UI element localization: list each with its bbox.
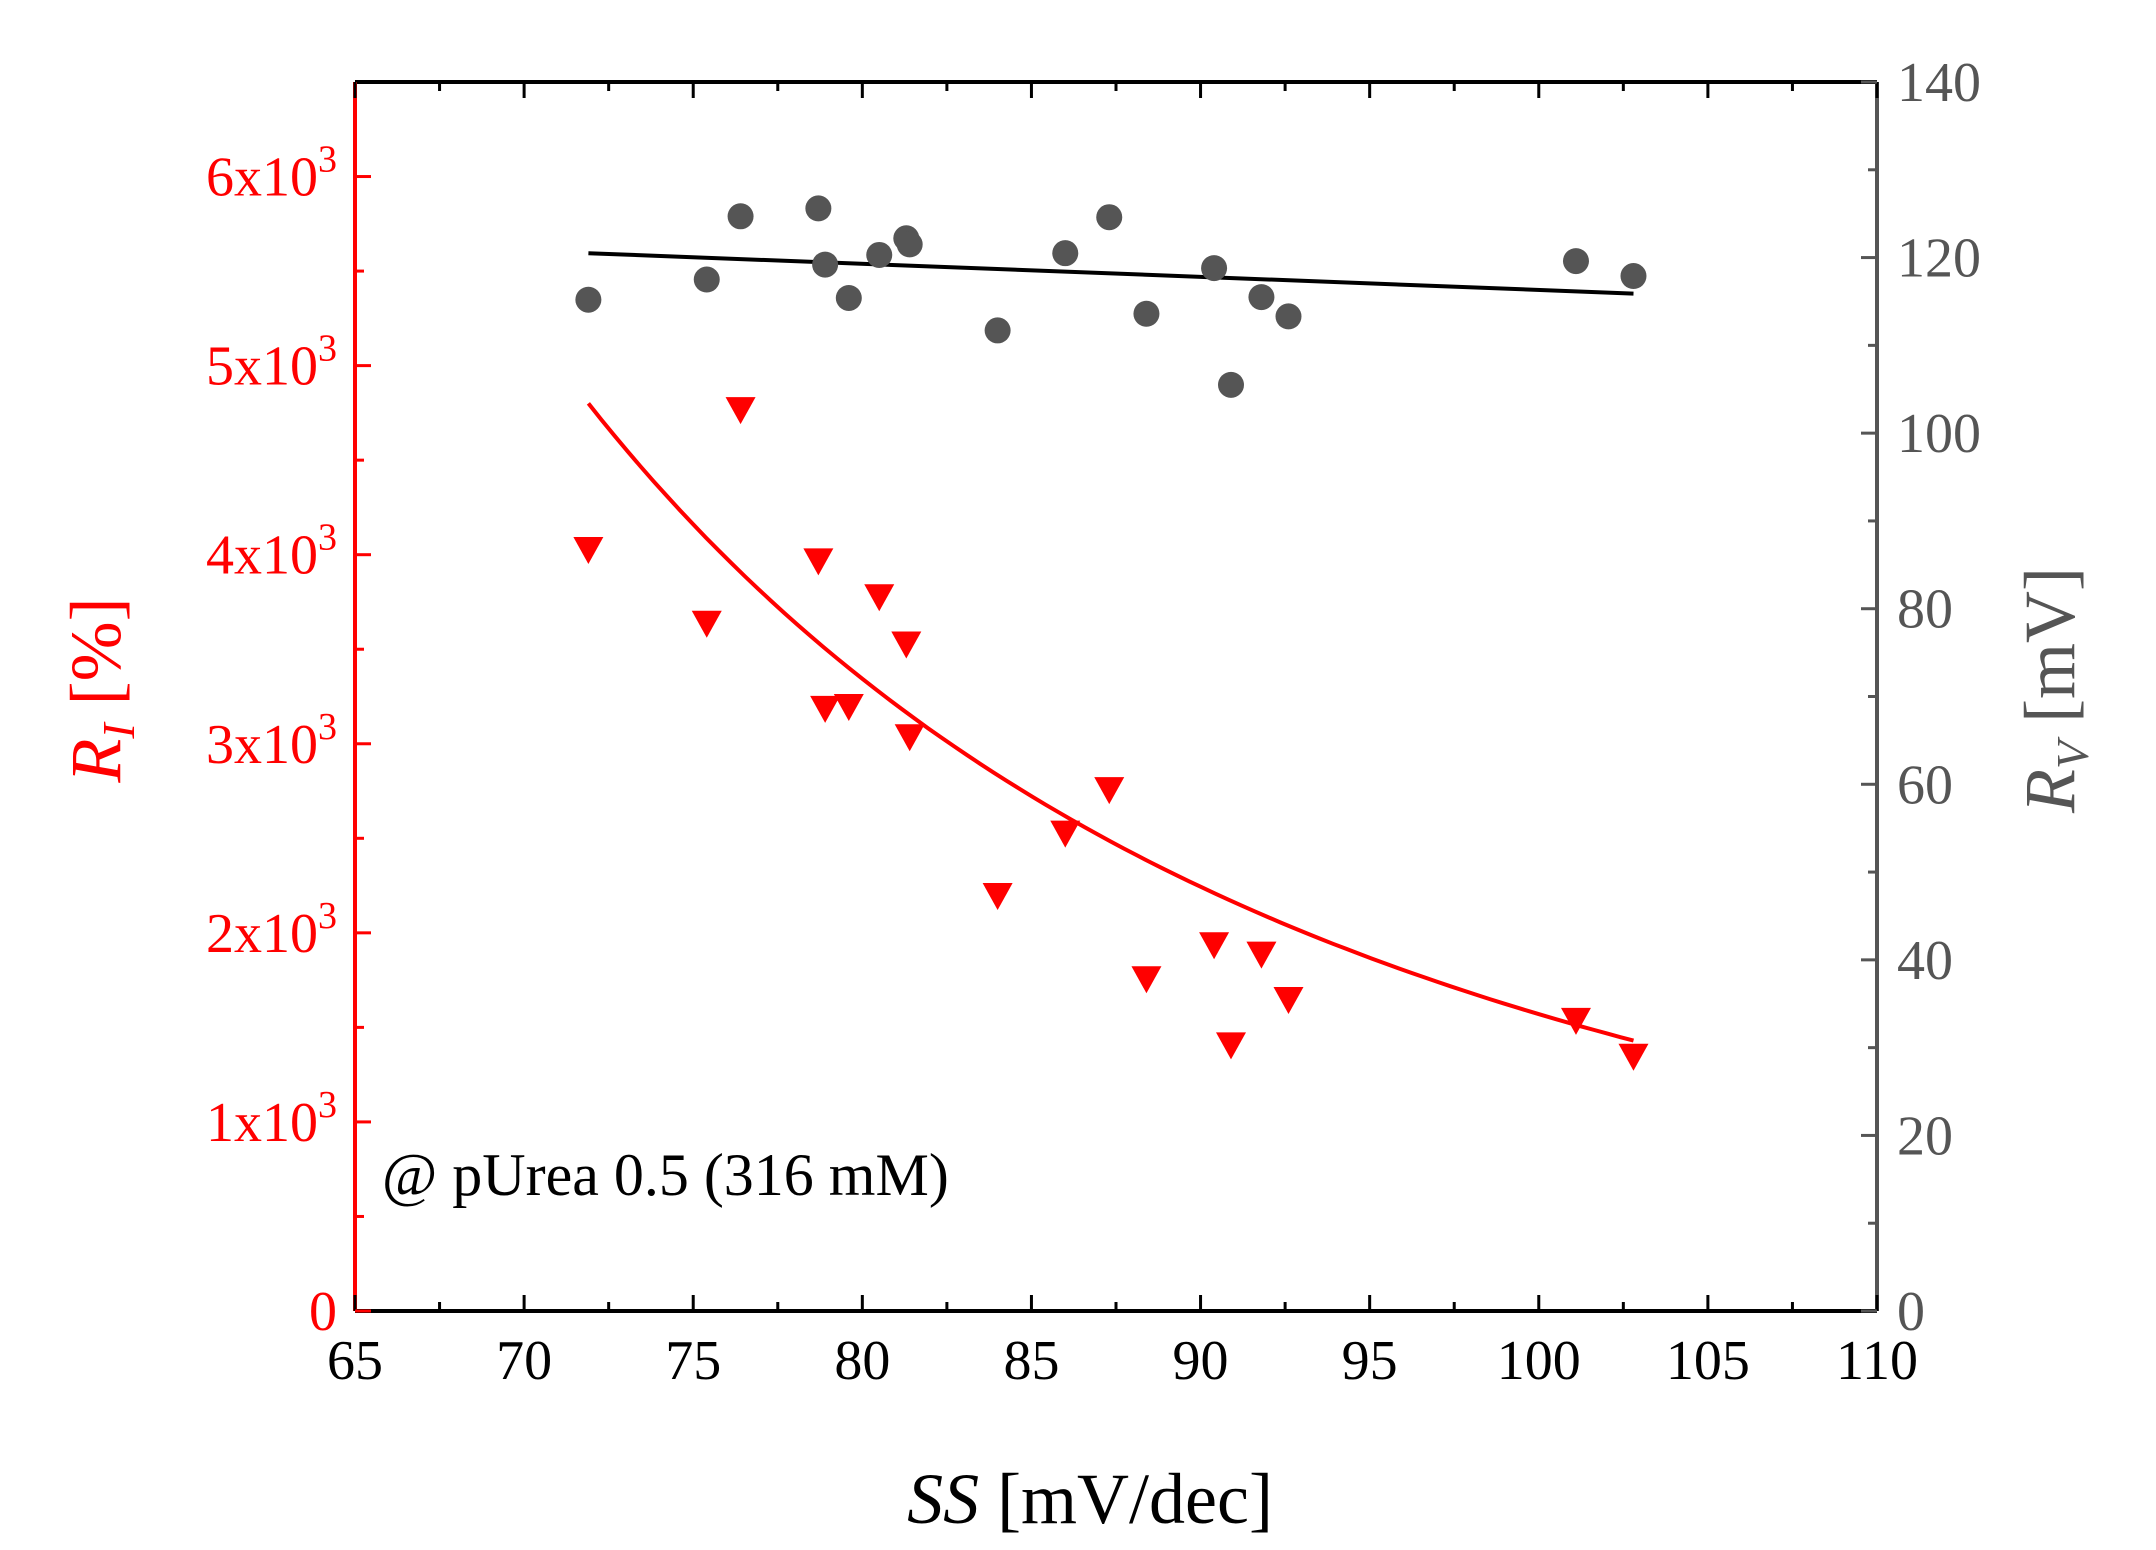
- x-tick-label: 85: [1003, 1330, 1059, 1392]
- right-tick-label: 140: [1897, 52, 1981, 114]
- left-tick-label: 2x103: [206, 895, 337, 965]
- left-tick-label: 5x103: [206, 328, 337, 398]
- x-tick-label: 95: [1342, 1330, 1398, 1392]
- left-tick-label-exp: 3: [318, 895, 337, 937]
- rv-data-point: [575, 286, 602, 313]
- rv-data-point: [984, 317, 1011, 344]
- left-tick-label-exp: 3: [318, 1084, 337, 1126]
- x-tick-label: 80: [834, 1330, 890, 1392]
- left-tick-label-exp: 3: [318, 517, 337, 559]
- left-tick-label: 6x103: [206, 139, 337, 209]
- left-tick-label: 3x103: [206, 706, 337, 776]
- rv-data-point: [866, 241, 893, 268]
- x-tick-label: 110: [1836, 1330, 1918, 1392]
- rv-data-point: [805, 195, 832, 222]
- ri-data-point: [833, 693, 864, 721]
- right-tick-label: 80: [1897, 579, 1953, 641]
- ri-data-point: [1560, 1007, 1591, 1035]
- right-tick-label: 20: [1897, 1105, 1953, 1167]
- right-tick-label: 100: [1897, 403, 1981, 465]
- left-axis-title: RI [%]: [56, 597, 144, 783]
- ri-data-point: [894, 724, 925, 752]
- fit-lines: [586, 251, 1635, 1043]
- fit-line-rv: [588, 251, 1634, 296]
- right-axis-title-sub: V: [2047, 736, 2098, 769]
- left-tick-label-exp: 3: [318, 328, 337, 370]
- right-tick-label: 60: [1897, 754, 1953, 816]
- x-axis-title-var: SS: [907, 1459, 979, 1539]
- ri-data-point: [1131, 966, 1162, 994]
- axis-tick-labels: 65 70 75 80 85 90 95 100 105 11001x1032x1033x1034…: [206, 52, 1981, 1392]
- rv-data-point: [812, 251, 839, 278]
- x-tick-label: 90: [1173, 1330, 1229, 1392]
- ri-data-point: [1050, 820, 1081, 848]
- left-tick-label-exp: 3: [318, 706, 337, 748]
- rv-data-point: [1133, 300, 1160, 327]
- ri-data-point: [982, 883, 1013, 911]
- x-tick-label: 75: [665, 1330, 721, 1392]
- x-axis-title: SS [mV/dec]: [907, 1459, 1273, 1539]
- left-tick-label-base: 1x10: [206, 1092, 318, 1154]
- right-tick-label: 120: [1897, 228, 1981, 290]
- rv-data-point: [835, 284, 862, 311]
- annotation-text: @ pUrea 0.5 (316 mM): [382, 1142, 949, 1208]
- left-tick-label: 4x103: [206, 517, 337, 587]
- rv-data-point: [896, 231, 923, 258]
- left-axis-title-sub: I: [93, 721, 144, 740]
- rv-data-point: [1052, 240, 1079, 267]
- left-tick-label-base: 4x10: [206, 525, 318, 587]
- ri-data-point: [810, 695, 841, 723]
- left-tick-label-base: 2x10: [206, 903, 318, 965]
- rv-data-point: [1217, 371, 1244, 398]
- left-tick-label: 0: [309, 1281, 337, 1343]
- ri-data-point: [691, 610, 722, 638]
- ri-data-point: [725, 397, 756, 425]
- left-tick-label: 1x103: [206, 1084, 337, 1154]
- left-tick-label-base: 6x10: [206, 147, 318, 209]
- left-tick-label-base: 5x10: [206, 336, 318, 398]
- ri-data-point: [573, 537, 604, 565]
- fit-line-ri: [586, 402, 1635, 1043]
- right-axis-title: RV [mV]: [2010, 567, 2098, 814]
- data-markers: [573, 195, 1649, 1071]
- rv-data-point: [693, 266, 720, 293]
- right-axis-title-var: R: [2010, 769, 2090, 814]
- rv-data-point: [1275, 303, 1302, 330]
- x-axis-title-unit: [mV/dec]: [979, 1459, 1273, 1539]
- rv-data-point: [1096, 204, 1123, 231]
- rv-data-point: [1201, 255, 1228, 282]
- right-tick-label: 40: [1897, 930, 1953, 992]
- x-tick-label: 65: [327, 1330, 383, 1392]
- rv-data-point: [1620, 263, 1647, 290]
- x-tick-label: 100: [1497, 1330, 1581, 1392]
- ri-data-point: [891, 631, 922, 659]
- left-tick-label-base: 3x10: [206, 714, 318, 776]
- ri-data-point: [803, 548, 834, 576]
- right-tick-label: 0: [1897, 1281, 1925, 1343]
- ri-data-point: [1094, 777, 1125, 805]
- x-tick-label: 105: [1666, 1330, 1750, 1392]
- axis-ticks: [353, 80, 1879, 1313]
- ri-data-point: [1273, 987, 1304, 1015]
- rv-data-point: [727, 203, 754, 230]
- ri-data-point: [1199, 932, 1230, 960]
- x-tick-label: 70: [496, 1330, 552, 1392]
- plot-frame: [353, 80, 1879, 1313]
- left-tick-label-exp: 3: [318, 139, 337, 181]
- left-axis-title-unit: [%]: [56, 597, 136, 723]
- ri-data-point: [1618, 1043, 1649, 1071]
- right-axis-title-unit: [mV]: [2010, 567, 2090, 741]
- rv-data-point: [1248, 284, 1275, 311]
- ri-data-point: [864, 584, 895, 612]
- left-tick-label-base: 0: [309, 1281, 337, 1343]
- rv-data-point: [1562, 248, 1589, 275]
- left-axis-title-var: R: [56, 739, 136, 784]
- ri-data-point: [1215, 1032, 1246, 1060]
- ri-data-point: [1246, 941, 1277, 969]
